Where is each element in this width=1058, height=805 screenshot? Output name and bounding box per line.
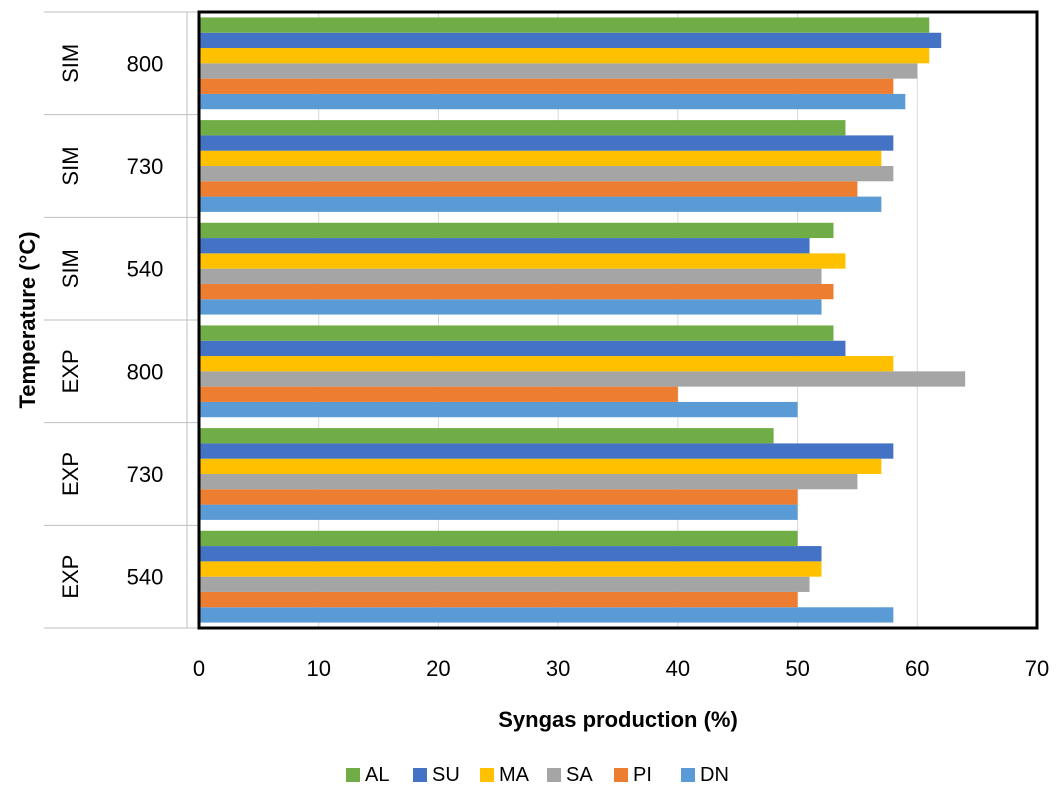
category-group-label: EXP <box>58 452 83 496</box>
category-group-label: SIM <box>58 146 83 185</box>
bars <box>199 17 966 623</box>
bar-pi-sim-540 <box>199 283 834 300</box>
category-temp-label: 800 <box>127 359 164 384</box>
bar-dn-exp-800 <box>199 401 798 418</box>
bar-al-sim-540 <box>199 222 834 239</box>
bar-dn-sim-800 <box>199 93 906 110</box>
x-tick-20: 20 <box>426 656 450 681</box>
x-tick-labels: 0 10 20 30 40 50 60 70 <box>193 656 1049 681</box>
bar-ma-sim-730 <box>199 150 882 166</box>
category-temp-label: 540 <box>127 257 164 282</box>
legend-swatch-ma <box>480 768 494 782</box>
bar-sa-exp-540 <box>199 576 810 592</box>
bar-su-exp-730 <box>199 443 894 459</box>
category-temp-label: 800 <box>127 51 164 76</box>
bar-al-exp-540 <box>199 530 798 547</box>
legend-swatch-pi <box>614 768 628 782</box>
bar-sa-sim-730 <box>199 166 894 182</box>
legend: AL SU MA SA PI DN <box>346 764 729 786</box>
bar-pi-sim-800 <box>199 78 894 94</box>
legend-label-ma: MA <box>499 764 530 786</box>
legend-swatch-dn <box>681 768 695 782</box>
bar-ma-exp-800 <box>199 356 894 372</box>
x-tick-40: 40 <box>666 656 690 681</box>
plot-border <box>197 10 1039 630</box>
bar-al-sim-800 <box>199 17 930 33</box>
bar-sa-sim-800 <box>199 63 918 79</box>
bar-dn-exp-730 <box>199 504 798 520</box>
category-temp-label: 730 <box>127 154 164 179</box>
bar-su-sim-730 <box>199 135 894 151</box>
bar-al-exp-730 <box>199 428 774 444</box>
bar-su-exp-800 <box>199 340 846 357</box>
legend-label-al: AL <box>365 764 389 786</box>
category-temp-label: 730 <box>127 462 164 487</box>
category-labels: 540 EXP 730 EXP 800 EXP 540 SIM 730 SIM 800 SIM <box>58 44 163 599</box>
legend-label-pi: PI <box>633 764 652 786</box>
category-group-label: EXP <box>58 349 83 393</box>
legend-label-sa: SA <box>566 764 593 786</box>
x-tick-50: 50 <box>785 656 809 681</box>
bar-pi-exp-540 <box>199 591 798 608</box>
bar-su-sim-540 <box>199 238 810 254</box>
category-group-label: SIM <box>58 44 83 83</box>
bar-al-sim-730 <box>199 120 846 136</box>
bar-dn-exp-540 <box>199 607 894 623</box>
y-axis-title: Temperature (°C) <box>15 231 40 408</box>
bar-pi-sim-730 <box>199 181 858 197</box>
legend-swatch-sa <box>547 768 561 782</box>
bar-sa-exp-730 <box>199 474 858 490</box>
x-tick-60: 60 <box>905 656 929 681</box>
gridlines <box>44 11 1038 629</box>
bar-ma-sim-800 <box>199 48 930 64</box>
bar-ma-sim-540 <box>199 253 846 269</box>
bar-sa-exp-800 <box>199 371 966 387</box>
category-group-label: EXP <box>58 555 83 599</box>
legend-swatch-al <box>346 768 360 782</box>
x-tick-10: 10 <box>306 656 330 681</box>
x-axis-title: Syngas production (%) <box>498 707 738 732</box>
bar-al-exp-800 <box>199 325 834 341</box>
bar-su-sim-800 <box>199 32 942 49</box>
legend-swatch-su <box>413 768 427 782</box>
bar-ma-exp-730 <box>199 458 882 474</box>
bar-sa-sim-540 <box>199 268 822 284</box>
bar-su-exp-540 <box>199 546 822 562</box>
category-group-label: SIM <box>58 249 83 288</box>
bar-pi-exp-800 <box>199 386 678 402</box>
bar-ma-exp-540 <box>199 561 822 577</box>
legend-label-su: SU <box>432 764 460 786</box>
category-temp-label: 540 <box>127 565 164 590</box>
bar-pi-exp-730 <box>199 489 798 505</box>
x-tick-0: 0 <box>193 656 205 681</box>
legend-label-dn: DN <box>700 764 729 786</box>
bar-dn-sim-540 <box>199 299 822 315</box>
x-tick-70: 70 <box>1025 656 1049 681</box>
bar-dn-sim-730 <box>199 196 882 212</box>
x-tick-30: 30 <box>546 656 570 681</box>
